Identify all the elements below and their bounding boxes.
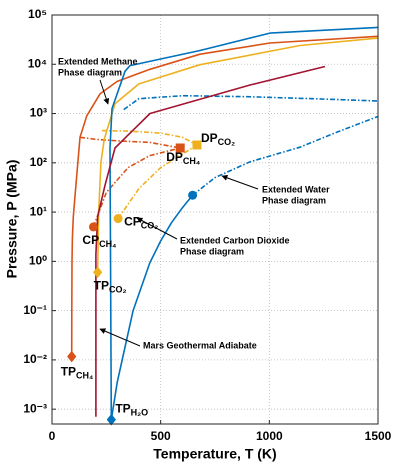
point-label-sub: H₂O xyxy=(131,408,149,418)
plot-area xyxy=(52,15,378,424)
series-lines xyxy=(70,26,379,420)
plot-frame xyxy=(51,14,379,425)
annotation-arrow xyxy=(136,217,178,240)
annotation: Phase diagram xyxy=(58,67,122,77)
x-tick-label: 1000 xyxy=(256,429,283,443)
point xyxy=(113,214,123,224)
x-tick-label: 500 xyxy=(151,429,171,443)
series-line xyxy=(117,144,198,219)
point-label: TPCH₄ xyxy=(61,365,94,381)
annotation: Mars Geothermal Adiabate xyxy=(143,340,257,350)
x-axis-label: Temperature, T (K) xyxy=(153,446,276,462)
series-line xyxy=(101,129,198,146)
y-tick-label: 10¹ xyxy=(30,204,47,218)
point xyxy=(67,350,77,363)
point xyxy=(192,140,202,150)
point-label-sub: CH₄ xyxy=(76,371,93,381)
annotation: Extended Water xyxy=(262,184,330,194)
annotation: Phase diagram xyxy=(262,195,326,205)
annotation: Extended Carbon Dioxide xyxy=(180,235,290,245)
annotation-arrow xyxy=(99,79,110,105)
point-label: DPCO₂ xyxy=(201,131,235,147)
series-line xyxy=(70,35,379,357)
x-tick-label: 1500 xyxy=(365,429,392,443)
annotation: Phase diagram xyxy=(180,246,244,256)
y-tick-label: 10⁻³ xyxy=(23,401,47,415)
point-label: TPCO₂ xyxy=(94,278,127,294)
point-label: DPCH₄ xyxy=(166,150,200,166)
point xyxy=(92,266,103,279)
series-line xyxy=(92,147,181,228)
point-label-main: CP xyxy=(124,215,141,229)
y-axis-label: Pressure, P (MPa) xyxy=(4,160,20,279)
point-label-main: DP xyxy=(166,150,183,164)
point xyxy=(175,143,185,153)
annotation: Extended Methane xyxy=(58,56,138,66)
series-line xyxy=(96,37,379,273)
point xyxy=(188,190,198,200)
y-tick-label: 10⁴ xyxy=(28,56,47,70)
series-line xyxy=(109,26,379,420)
x-tick-label: 0 xyxy=(49,429,56,443)
point-label-main: CP xyxy=(82,233,99,247)
y-tick-label: 10⁰ xyxy=(29,254,47,268)
y-tick-label: 10² xyxy=(30,155,47,169)
point-label: TPH₂O xyxy=(115,402,148,418)
series-line xyxy=(95,65,326,417)
y-tick-label: 10⁻¹ xyxy=(23,303,47,317)
series-line xyxy=(123,94,379,111)
y-tick-label: 10⁵ xyxy=(28,7,47,21)
point-label: CPCO₂ xyxy=(124,215,158,231)
annotation-arrow xyxy=(99,328,141,347)
point-label-main: TP xyxy=(61,365,76,379)
point-label: CPCH₄ xyxy=(82,233,116,249)
point-label-main: DP xyxy=(201,131,218,145)
point-label-main: TP xyxy=(115,402,130,416)
y-tick-label: 10³ xyxy=(30,106,47,120)
series-line xyxy=(192,115,379,196)
series-line xyxy=(110,194,194,420)
point-label-sub: CH₄ xyxy=(99,239,116,249)
point-label-sub: CH₄ xyxy=(183,156,200,166)
point-label-sub: CO₂ xyxy=(109,285,127,295)
annotation-arrow xyxy=(221,175,259,190)
point xyxy=(88,222,98,232)
point-label-sub: CO₂ xyxy=(141,221,159,231)
point xyxy=(106,413,116,426)
y-tick-label: 10⁻² xyxy=(23,352,47,366)
point-label-sub: CO₂ xyxy=(218,137,236,147)
point-label-main: TP xyxy=(94,278,109,292)
